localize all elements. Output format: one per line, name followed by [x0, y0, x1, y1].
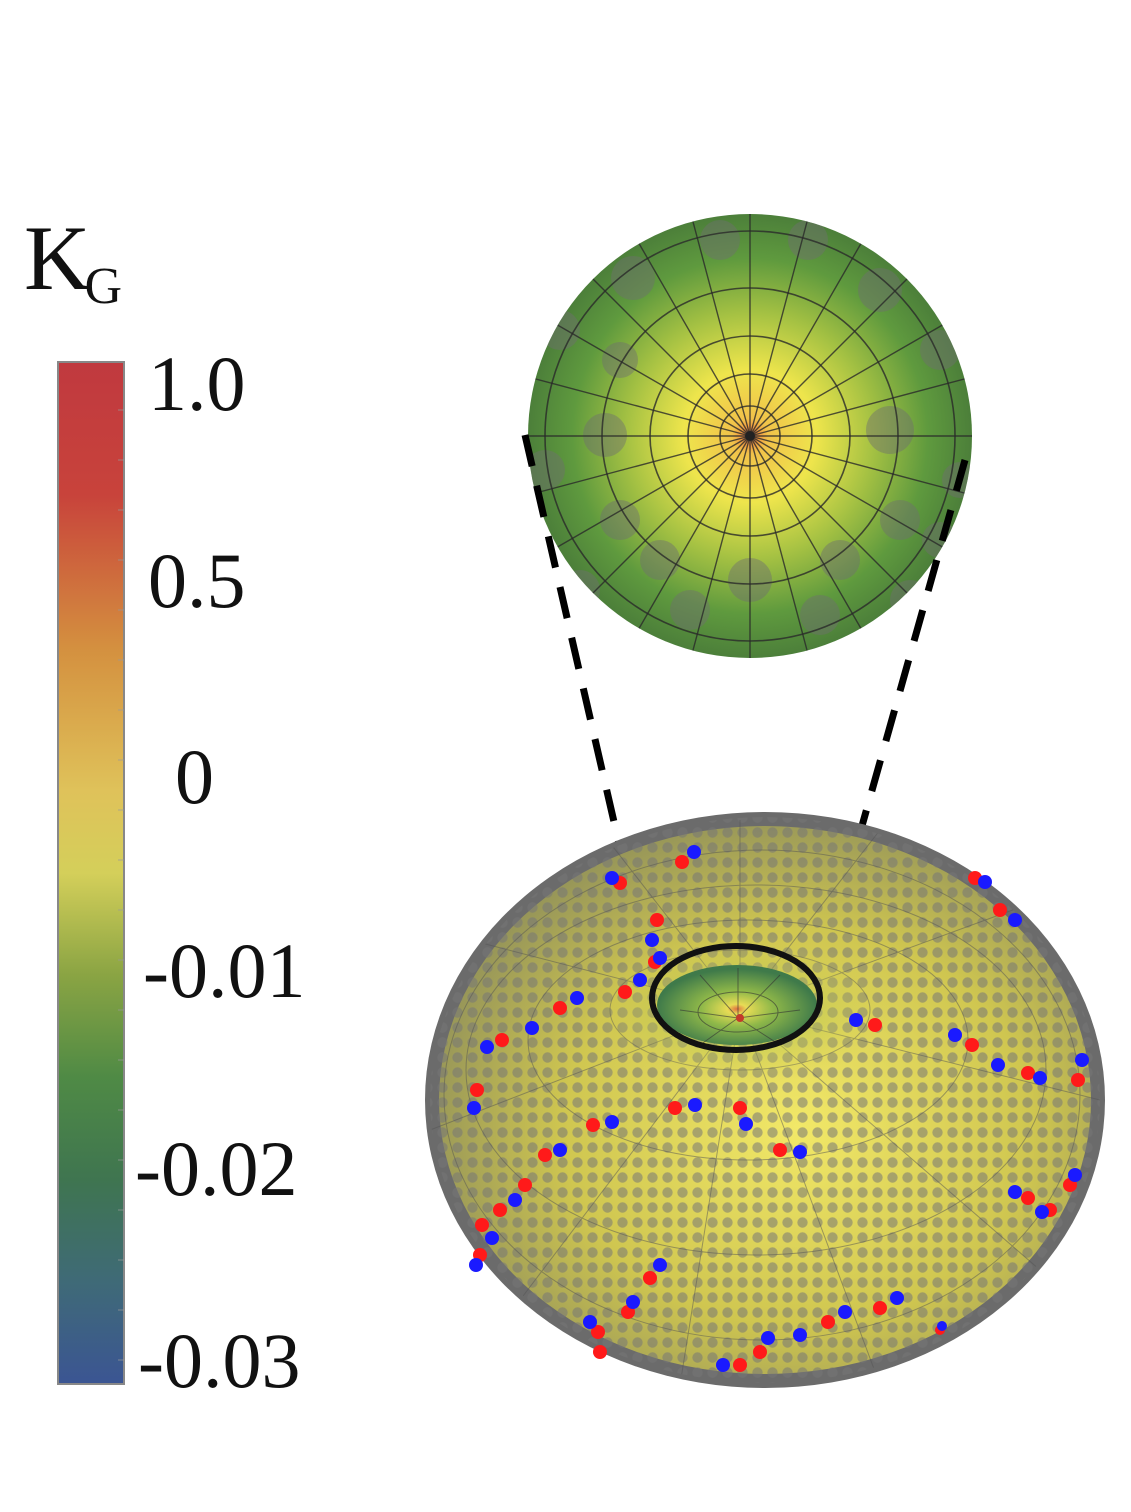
defect-beads [467, 845, 1089, 1372]
colorbar-title-subscript: G [84, 258, 123, 315]
colorbar-tick-label: -0.01 [143, 927, 306, 1014]
membrane-surface [425, 812, 1105, 1388]
colorbar-tick-label: -0.03 [138, 1317, 301, 1404]
colorbar-tick-label: 0 [175, 733, 214, 820]
zoom-inset [528, 214, 972, 658]
zoom-region-outline [649, 943, 823, 1053]
surface-dimple [657, 965, 817, 1045]
colorbar-title: KG [24, 207, 123, 315]
colorbar-tick-label: -0.02 [135, 1125, 298, 1212]
colorbar-tick-label: 0.5 [148, 537, 246, 624]
colorbar-tick-label: 1.0 [148, 340, 246, 427]
zoom-mesh [528, 214, 972, 658]
colorbar-ticks [118, 409, 124, 1361]
colorbar-gradient [57, 361, 125, 1385]
